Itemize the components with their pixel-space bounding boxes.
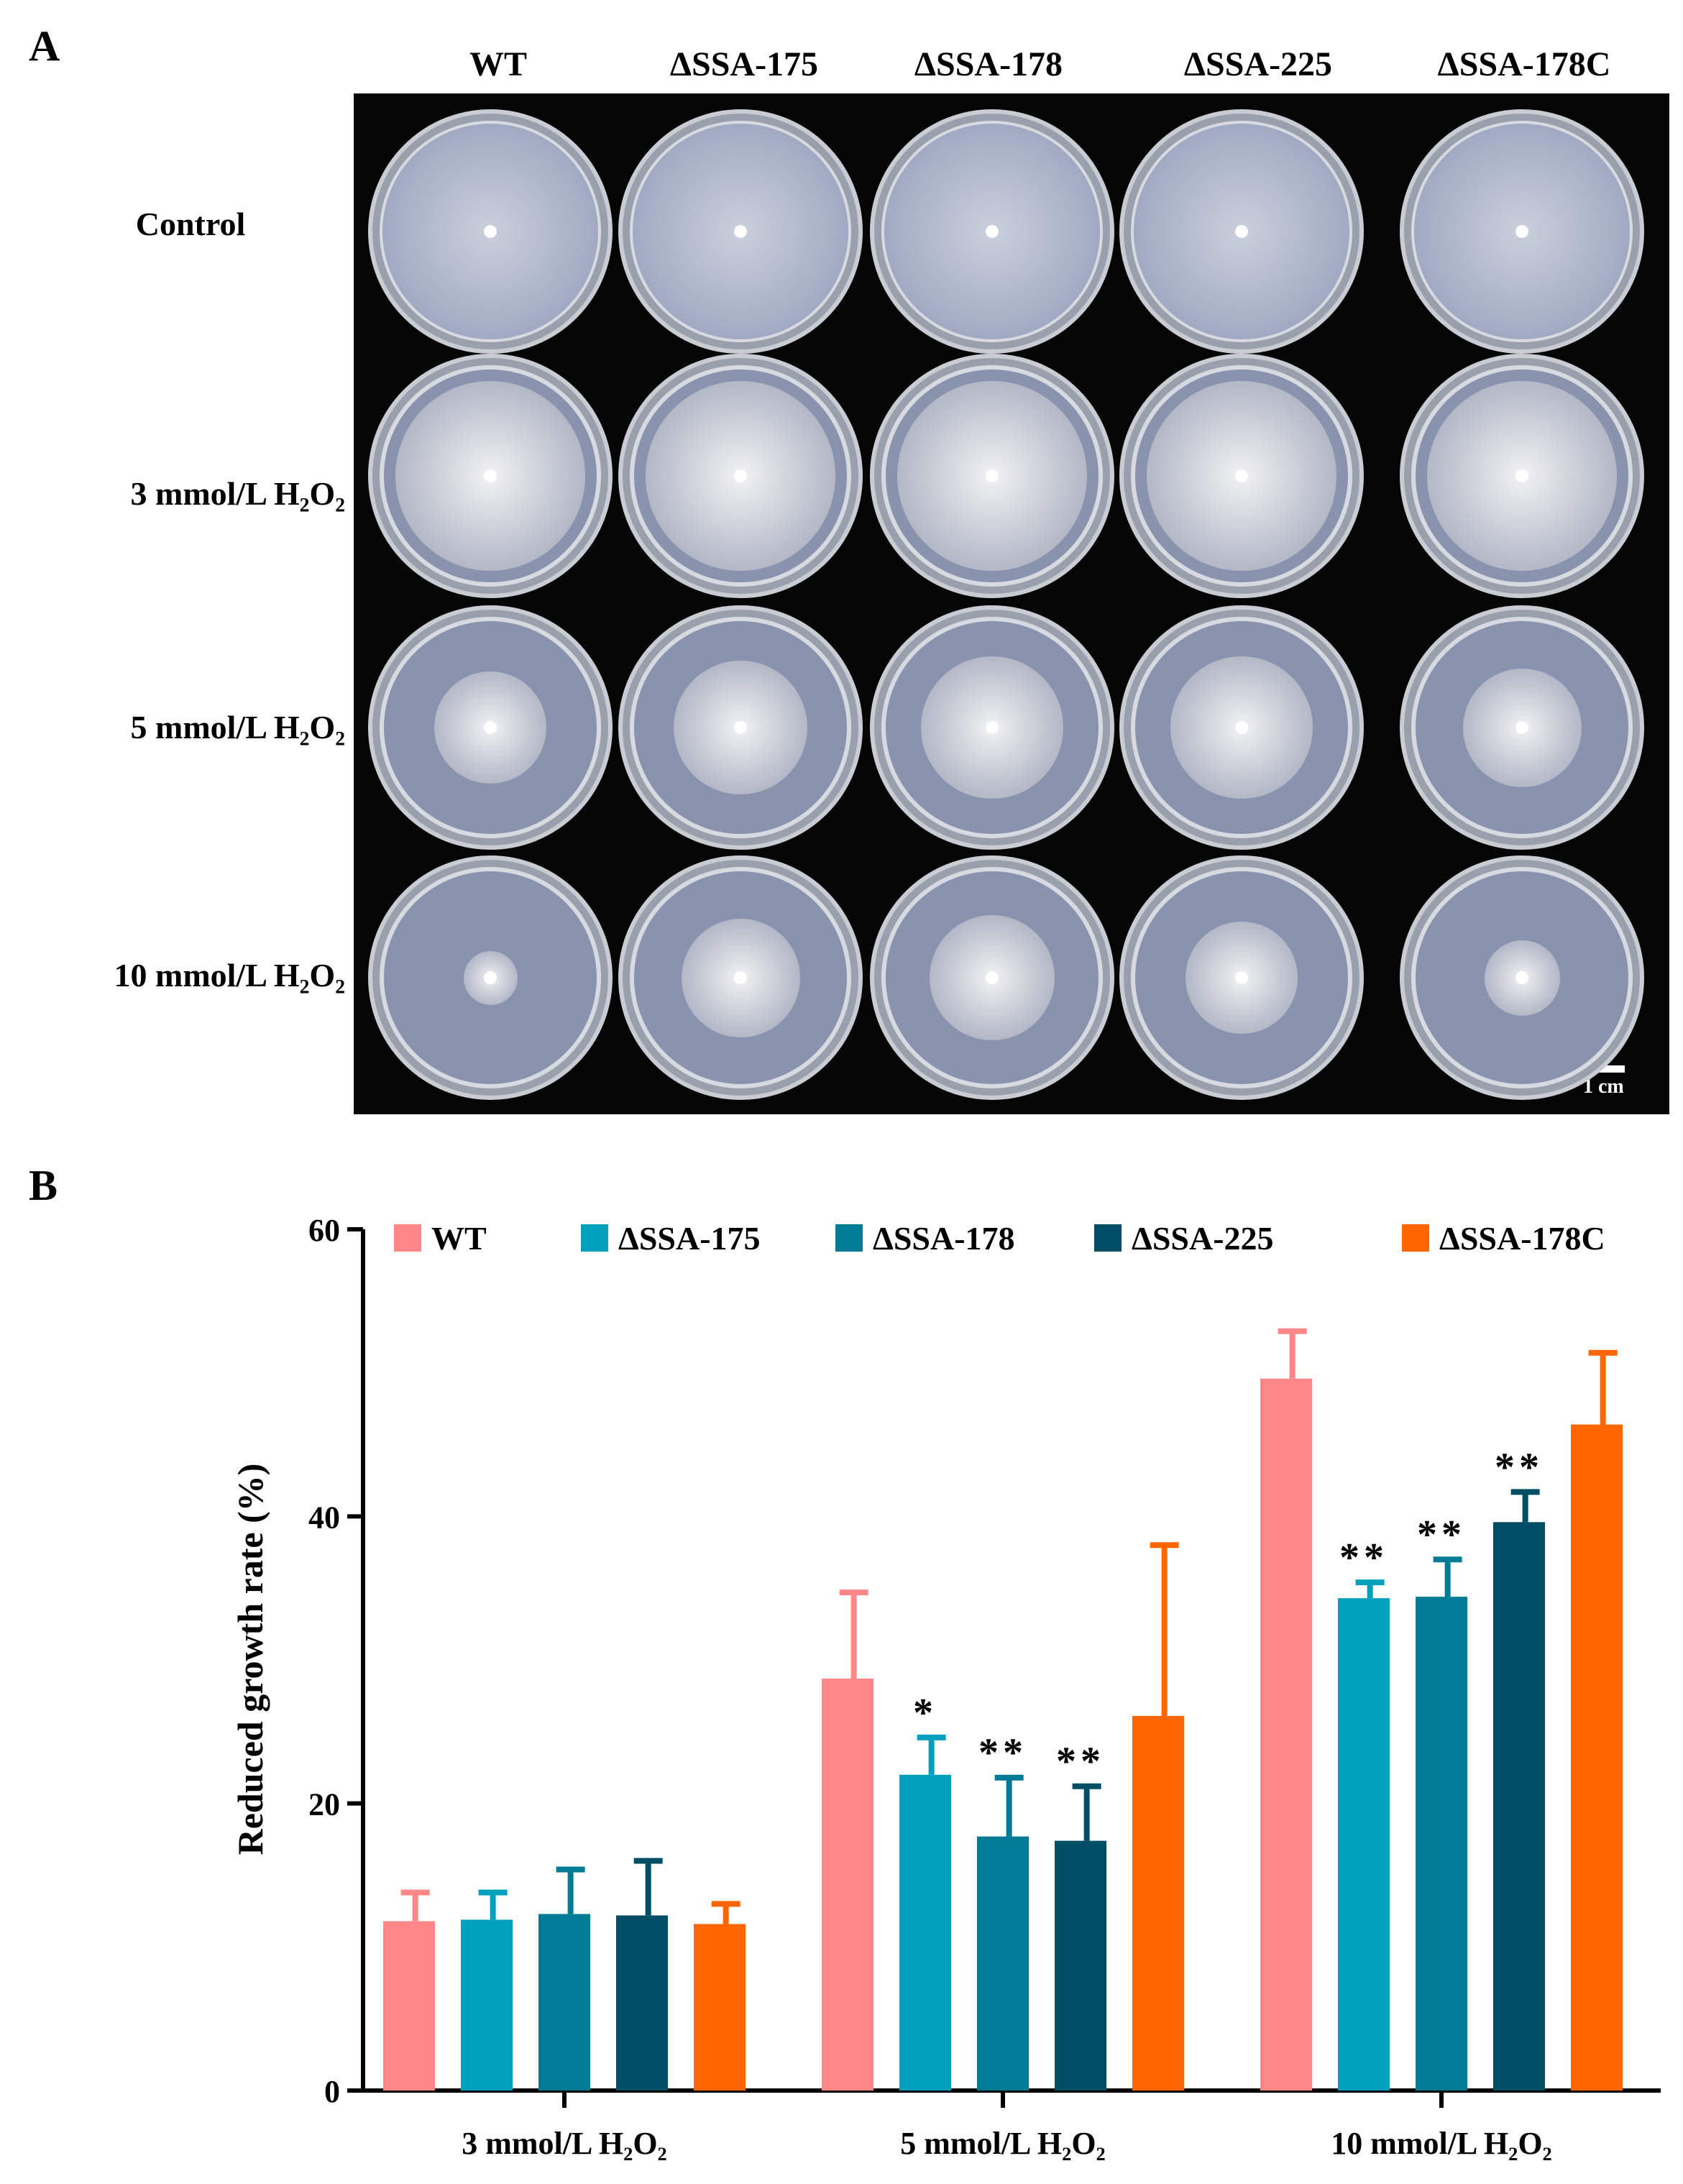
bar xyxy=(694,1924,746,2091)
bar xyxy=(1260,1378,1312,2091)
significance-mark: * xyxy=(913,1691,937,1735)
inoculum-plug xyxy=(734,225,747,238)
bar xyxy=(1055,1840,1106,2091)
inoculum-plug xyxy=(986,469,999,482)
y-tick-label: 60 xyxy=(308,1213,340,1248)
panel-a-letter: A xyxy=(29,22,60,70)
inoculum-plug xyxy=(1515,225,1528,238)
legend-swatch xyxy=(394,1224,421,1252)
bar xyxy=(1416,1597,1467,2091)
bar xyxy=(822,1678,873,2091)
bar xyxy=(1338,1598,1390,2091)
petri-dish xyxy=(618,605,863,850)
bar xyxy=(383,1921,435,2091)
bar xyxy=(616,1915,668,2091)
petri-dish xyxy=(1400,109,1644,354)
inoculum-plug xyxy=(986,721,999,734)
y-tick-label: 20 xyxy=(308,1787,340,1822)
bar xyxy=(1571,1424,1623,2091)
petri-dish xyxy=(870,855,1114,1100)
inoculum-plug xyxy=(734,971,747,984)
inoculum-plug xyxy=(484,971,497,984)
column-label-ssa-178: ΔSSA-178 xyxy=(914,45,1063,83)
bar-chart: 0 20 40 60 3 mmol/L H₂O₂ 5 mmol/L H₂O₂ 10 mmol… xyxy=(230,1213,1661,2161)
inoculum-plug xyxy=(734,469,747,482)
significance-mark: ** xyxy=(978,1731,1027,1776)
petri-dish-photo: 1 cm xyxy=(354,93,1669,1114)
petri-dish xyxy=(1400,855,1644,1100)
row-label-control: Control xyxy=(135,206,246,242)
inoculum-plug xyxy=(1235,721,1248,734)
significance-mark: ** xyxy=(1417,1513,1466,1557)
inoculum-plug xyxy=(1235,225,1248,238)
petri-dish xyxy=(1400,605,1644,850)
bar xyxy=(538,1914,590,2091)
bar xyxy=(1493,1522,1545,2091)
inoculum-plug xyxy=(1515,721,1528,734)
inoculum-plug xyxy=(1235,469,1248,482)
y-axis-label: Reduced growth rate (%) xyxy=(230,1464,270,1855)
inoculum-plug xyxy=(484,469,497,482)
scale-bar xyxy=(1599,1065,1625,1073)
legend-label: WT xyxy=(431,1220,487,1257)
petri-dish xyxy=(368,354,613,598)
row-label-5mm: 5 mmol/L H₂O₂ xyxy=(130,709,345,745)
petri-dish xyxy=(368,109,613,354)
petri-dish xyxy=(1119,109,1364,354)
inoculum-plug xyxy=(484,225,497,238)
significance-mark: ** xyxy=(1339,1536,1388,1580)
petri-dish xyxy=(618,855,863,1100)
petri-dish xyxy=(1119,605,1364,850)
bar xyxy=(977,1836,1029,2091)
x-tick-label: 10 mmol/L H₂O₂ xyxy=(1331,2126,1552,2161)
petri-dish xyxy=(870,109,1114,354)
legend-swatch xyxy=(1402,1224,1429,1252)
column-label-ssa-225: ΔSSA-225 xyxy=(1183,45,1333,83)
inoculum-plug xyxy=(1235,971,1248,984)
petri-dish xyxy=(1400,354,1644,598)
inoculum-plug xyxy=(986,971,999,984)
panel-b-letter: B xyxy=(29,1162,58,1209)
bar xyxy=(1132,1715,1184,2091)
legend-label: ΔSSA-178C xyxy=(1439,1220,1605,1257)
significance-mark: ** xyxy=(1056,1740,1105,1784)
petri-dish xyxy=(618,109,863,354)
row-label-10mm: 10 mmol/L H₂O₂ xyxy=(114,957,345,994)
inoculum-plug xyxy=(1515,971,1528,984)
petri-dish xyxy=(368,855,613,1100)
y-tick-label: 40 xyxy=(308,1500,340,1535)
bar xyxy=(461,1919,513,2091)
x-tick-label: 5 mmol/L H₂O₂ xyxy=(900,2126,1106,2161)
inoculum-plug xyxy=(986,225,999,238)
petri-dish xyxy=(368,605,613,850)
petri-dish xyxy=(1119,354,1364,598)
inoculum-plug xyxy=(484,721,497,734)
column-label-ssa-178c: ΔSSA-178C xyxy=(1437,45,1611,83)
row-label-3mm: 3 mmol/L H₂O₂ xyxy=(130,475,345,512)
y-tick-label: 0 xyxy=(324,2074,340,2109)
legend-swatch xyxy=(581,1224,608,1252)
petri-dish xyxy=(870,605,1114,850)
petri-dish xyxy=(1119,855,1364,1100)
column-label-wt: WT xyxy=(469,45,527,83)
x-tick-label: 3 mmol/L H₂O₂ xyxy=(462,2126,667,2161)
legend-swatch xyxy=(1094,1224,1122,1252)
legend-label: ΔSSA-175 xyxy=(618,1220,761,1257)
legend-label: ΔSSA-225 xyxy=(1132,1220,1274,1257)
significance-mark: ** xyxy=(1495,1445,1544,1490)
legend-label: ΔSSA-178 xyxy=(873,1220,1015,1257)
petri-dish xyxy=(870,354,1114,598)
petri-dish xyxy=(618,354,863,598)
inoculum-plug xyxy=(1515,469,1528,482)
bar xyxy=(899,1774,951,2091)
inoculum-plug xyxy=(734,721,747,734)
column-label-ssa-175: ΔSSA-175 xyxy=(669,45,819,83)
legend-swatch xyxy=(835,1224,863,1252)
